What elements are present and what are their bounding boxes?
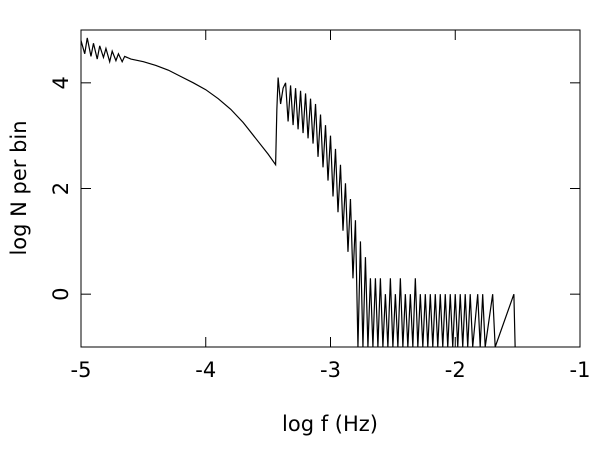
plot-frame — [80, 29, 581, 348]
x-axis-label: log f (Hz) — [282, 412, 378, 436]
x-tick-label: -1 — [570, 358, 591, 382]
y-tick-label: 0 — [49, 287, 73, 300]
y-tick-label: 4 — [49, 76, 73, 89]
x-tick-label: -2 — [445, 358, 466, 382]
y-tick-label: 2 — [49, 182, 73, 195]
x-tick-label: -3 — [320, 358, 341, 382]
x-tick-label: -5 — [71, 358, 92, 382]
x-tick-label: -4 — [195, 358, 216, 382]
y-axis-label: log N per bin — [7, 120, 31, 255]
data-line — [80, 37, 516, 348]
